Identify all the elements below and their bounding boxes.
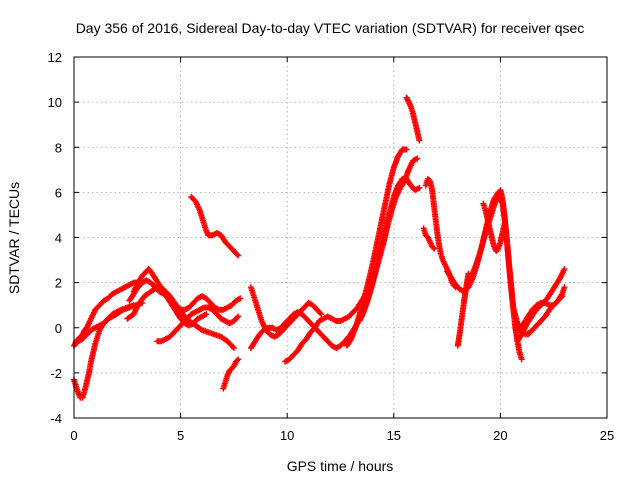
series-track-x — [516, 284, 568, 334]
data-point — [558, 294, 565, 301]
grid-lines — [74, 57, 607, 418]
y-tick-label: 10 — [48, 95, 62, 110]
data-point — [235, 252, 242, 259]
data-point — [317, 310, 324, 317]
series-track-f — [126, 277, 244, 313]
data-points — [71, 94, 568, 401]
series-track-p — [403, 94, 423, 144]
data-point — [234, 314, 241, 321]
y-tick-label: 6 — [55, 185, 62, 200]
data-point — [416, 184, 423, 191]
series-track-v — [480, 200, 508, 255]
data-point — [430, 244, 437, 251]
series-track-h — [188, 193, 242, 259]
series-track-g — [154, 304, 242, 345]
data-point — [431, 245, 438, 252]
data-point — [414, 155, 421, 162]
data-point — [518, 356, 525, 363]
x-tick-label: 20 — [493, 428, 507, 443]
x-tick-label: 5 — [177, 428, 184, 443]
x-tick-label: 10 — [280, 428, 294, 443]
y-tick-label: 8 — [55, 140, 62, 155]
series-track-i — [220, 356, 242, 392]
y-axis-label: SDTVAR / TECUs — [6, 182, 22, 294]
data-point — [234, 251, 241, 258]
data-point — [203, 311, 210, 318]
y-tick-label: 2 — [55, 276, 62, 291]
data-point — [230, 345, 237, 352]
axis-ticks: 0 5 10 15 20 25 -4 -2 0 2 4 6 8 10 12 — [48, 50, 615, 443]
y-tick-label: 12 — [48, 50, 62, 65]
series-track-c — [71, 299, 146, 349]
y-tick-label: 4 — [55, 231, 62, 246]
data-point — [416, 137, 423, 144]
series-track-y — [525, 293, 566, 338]
series-track-o — [358, 155, 421, 320]
data-point — [229, 343, 236, 350]
x-tick-label: 25 — [600, 428, 614, 443]
x-tick-label: 0 — [70, 428, 77, 443]
x-tick-label: 15 — [387, 428, 401, 443]
chart-title: Day 356 of 2016, Sidereal Day-to-day VTE… — [76, 20, 585, 36]
data-point — [559, 293, 566, 300]
data-point — [403, 146, 410, 153]
series-track-q — [422, 175, 461, 291]
data-point — [235, 356, 242, 363]
data-point — [561, 266, 568, 273]
data-point — [234, 357, 241, 364]
series-track-m — [343, 146, 410, 349]
x-axis-label: GPS time / hours — [287, 458, 394, 474]
series-track-r — [420, 225, 438, 252]
y-tick-label: -2 — [50, 366, 62, 381]
series-track-u — [465, 187, 534, 338]
y-tick-label: 0 — [55, 321, 62, 336]
y-tick-label: -4 — [50, 411, 62, 426]
data-point — [235, 313, 242, 320]
data-point — [561, 284, 568, 291]
data-point — [318, 311, 325, 318]
data-point — [237, 295, 244, 302]
data-point — [501, 220, 508, 227]
